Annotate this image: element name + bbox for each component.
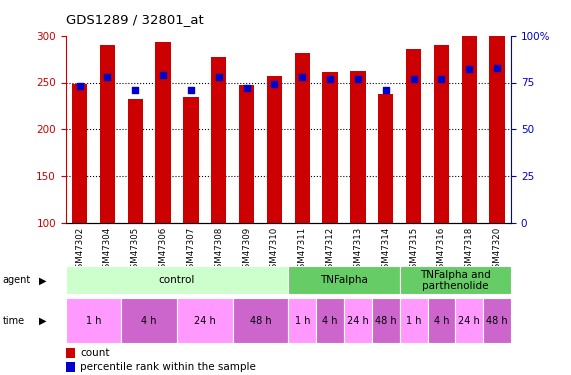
Text: GSM47314: GSM47314	[381, 226, 391, 274]
Text: count: count	[80, 348, 110, 358]
Text: control: control	[159, 275, 195, 285]
Text: ▶: ▶	[39, 275, 46, 285]
Bar	[233, 298, 288, 343]
Text: 24 h: 24 h	[194, 316, 216, 326]
Bar	[483, 298, 511, 343]
Bar	[66, 298, 122, 343]
Text: percentile rank within the sample: percentile rank within the sample	[80, 362, 256, 372]
Bar	[288, 266, 400, 294]
Text: GSM47311: GSM47311	[297, 226, 307, 274]
Bar	[239, 86, 254, 223]
Bar	[461, 0, 477, 223]
Bar	[267, 76, 282, 223]
Text: GSM47302: GSM47302	[75, 226, 84, 274]
Point	[297, 74, 307, 80]
Text: ▶: ▶	[39, 316, 46, 326]
Bar	[489, 0, 505, 223]
Point	[325, 76, 335, 82]
Text: 4 h: 4 h	[142, 316, 157, 326]
Text: GSM47304: GSM47304	[103, 226, 112, 274]
Bar	[350, 71, 365, 223]
Text: GSM47305: GSM47305	[131, 226, 140, 274]
Bar	[434, 45, 449, 223]
Point	[409, 76, 418, 82]
Bar	[295, 54, 310, 223]
Text: GSM47306: GSM47306	[159, 226, 168, 274]
Bar	[66, 348, 75, 358]
Text: 4 h: 4 h	[323, 316, 338, 326]
Point	[131, 87, 140, 93]
Bar	[211, 57, 227, 223]
Point	[270, 81, 279, 87]
Text: GSM47313: GSM47313	[353, 226, 363, 274]
Text: GSM47315: GSM47315	[409, 226, 418, 274]
Bar	[127, 99, 143, 223]
Text: agent: agent	[3, 275, 31, 285]
Text: GSM47310: GSM47310	[270, 226, 279, 274]
Bar	[456, 298, 483, 343]
Bar	[155, 42, 171, 223]
Bar	[372, 298, 400, 343]
Bar	[288, 298, 316, 343]
Text: GSM47312: GSM47312	[325, 226, 335, 274]
Point	[493, 64, 502, 70]
Bar	[400, 298, 428, 343]
Bar	[323, 72, 338, 223]
Point	[159, 72, 168, 78]
Text: GSM47318: GSM47318	[465, 226, 474, 274]
Point	[75, 83, 84, 89]
Bar	[428, 298, 456, 343]
Bar	[122, 298, 177, 343]
Point	[103, 74, 112, 80]
Point	[242, 85, 251, 91]
Text: GSM47308: GSM47308	[214, 226, 223, 274]
Point	[214, 74, 223, 80]
Point	[353, 76, 363, 82]
Bar	[378, 94, 393, 223]
Bar	[66, 362, 75, 372]
Point	[186, 87, 195, 93]
Text: GSM47320: GSM47320	[493, 226, 502, 274]
Text: 48 h: 48 h	[486, 316, 508, 326]
Text: GSM47316: GSM47316	[437, 226, 446, 274]
Bar	[183, 97, 199, 223]
Text: GSM47309: GSM47309	[242, 226, 251, 273]
Point	[381, 87, 391, 93]
Text: 1 h: 1 h	[406, 316, 421, 326]
Text: 1 h: 1 h	[86, 316, 101, 326]
Bar	[177, 298, 233, 343]
Point	[437, 76, 446, 82]
Text: GDS1289 / 32801_at: GDS1289 / 32801_at	[66, 13, 203, 26]
Text: 48 h: 48 h	[375, 316, 397, 326]
Point	[465, 66, 474, 72]
Bar	[72, 84, 87, 223]
Bar	[344, 298, 372, 343]
Bar	[66, 266, 288, 294]
Text: GSM47307: GSM47307	[186, 226, 195, 274]
Text: TNFalpha and
parthenolide: TNFalpha and parthenolide	[420, 270, 490, 291]
Bar	[316, 298, 344, 343]
Bar	[400, 266, 511, 294]
Text: 1 h: 1 h	[295, 316, 310, 326]
Text: time: time	[3, 316, 25, 326]
Bar	[100, 45, 115, 223]
Bar	[406, 49, 421, 223]
Text: 24 h: 24 h	[459, 316, 480, 326]
Text: 4 h: 4 h	[434, 316, 449, 326]
Text: 24 h: 24 h	[347, 316, 369, 326]
Text: TNFalpha: TNFalpha	[320, 275, 368, 285]
Text: 48 h: 48 h	[250, 316, 271, 326]
